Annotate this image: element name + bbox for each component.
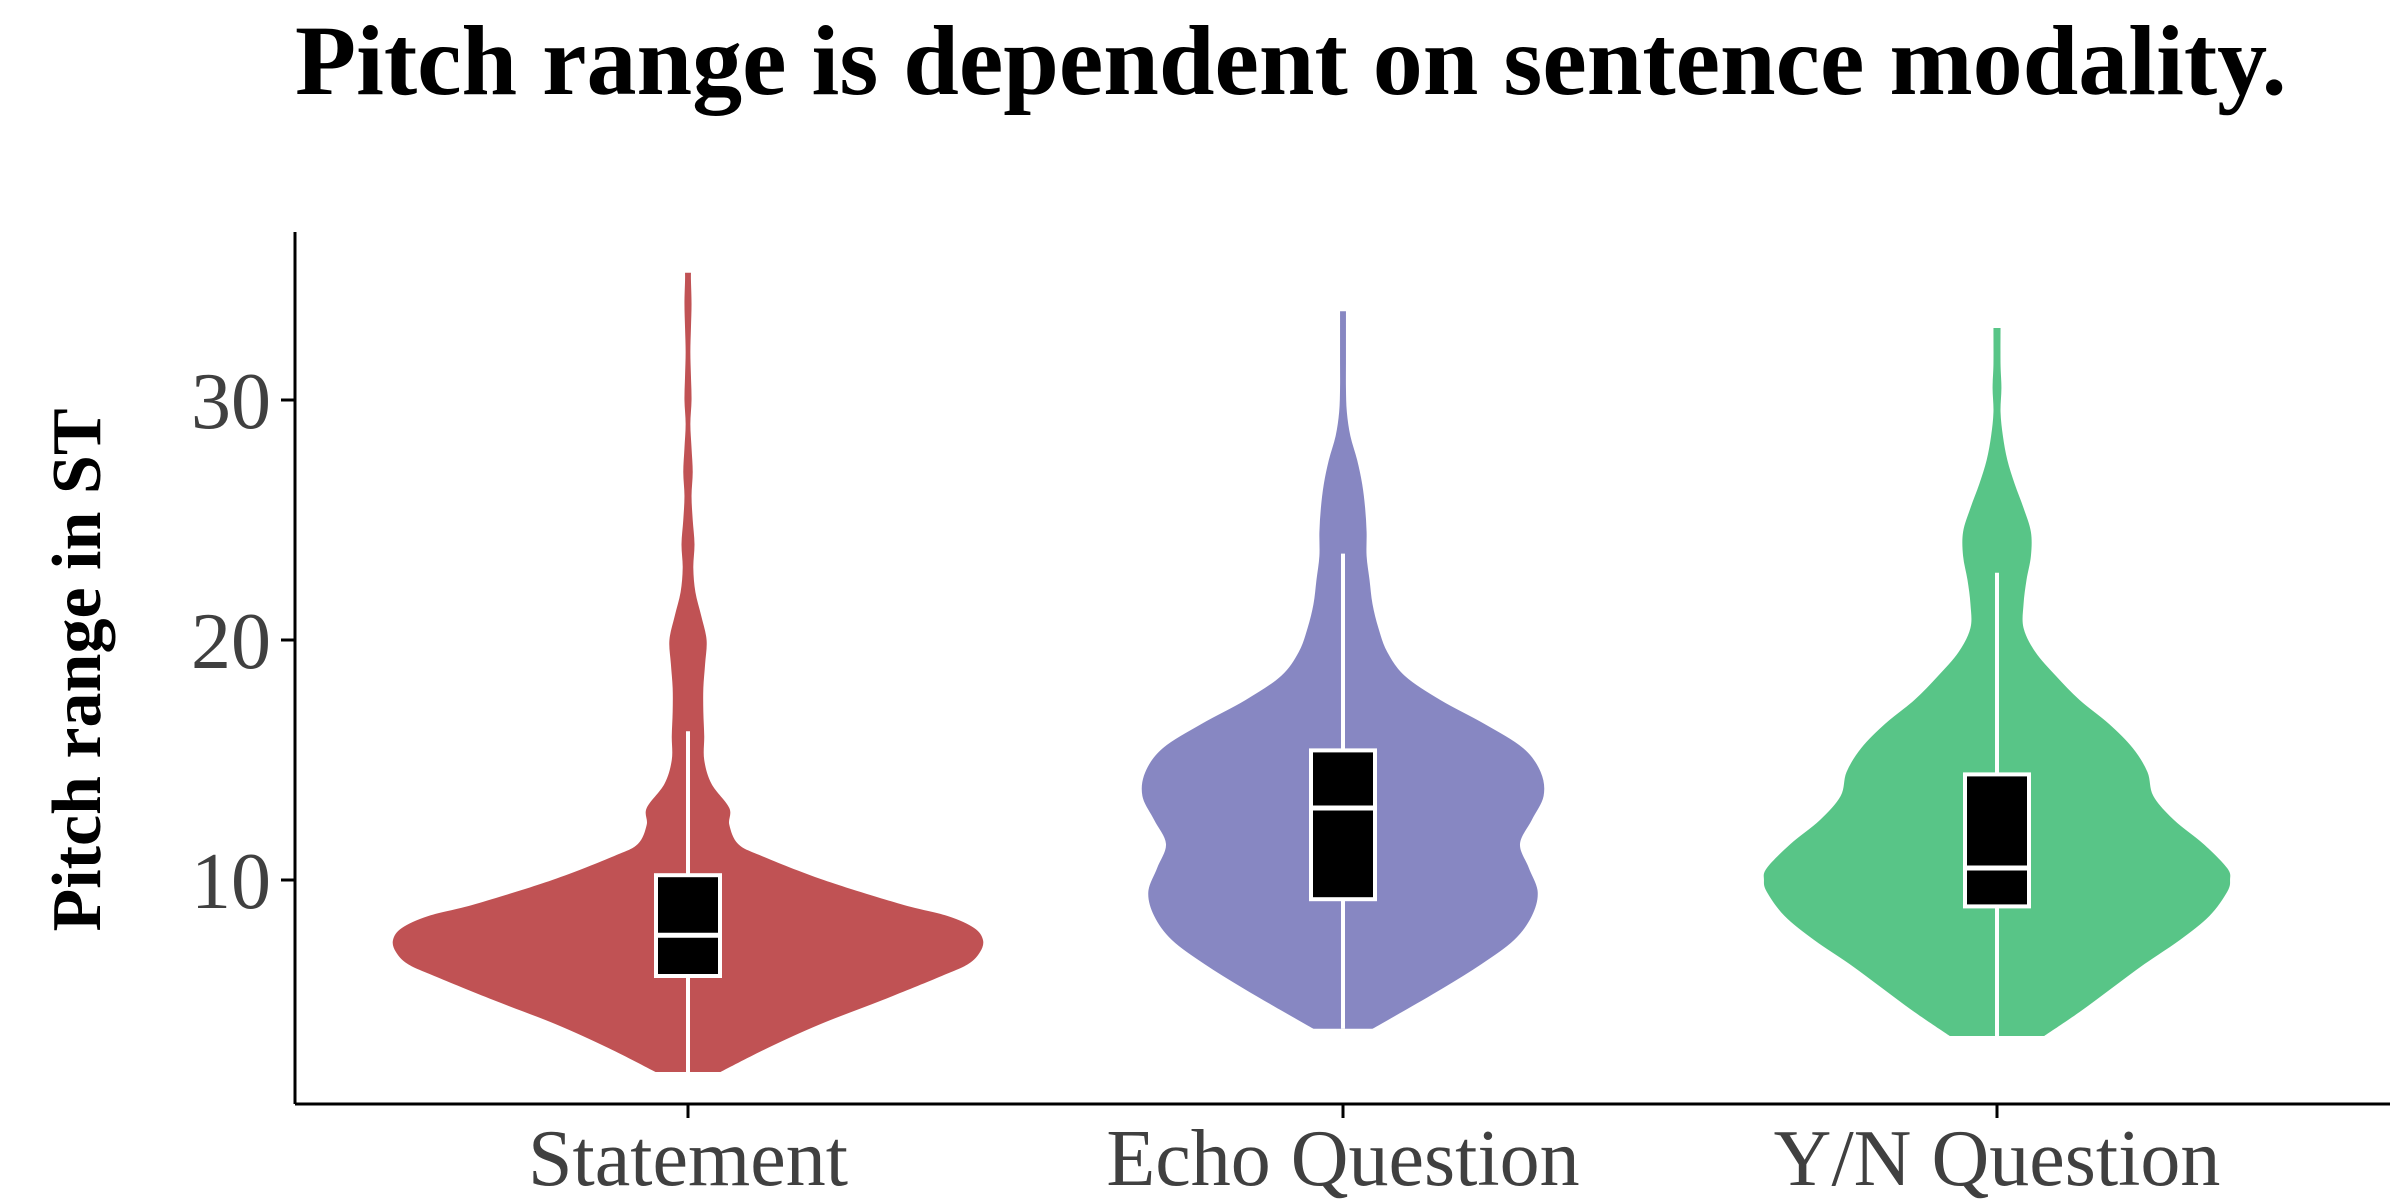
chart-title: Pitch range is dependent on sentence mod… — [295, 5, 2287, 116]
violin-statement — [392, 272, 984, 1072]
violins-layer — [392, 272, 2231, 1072]
x-tick-label-echo-question: Echo Question — [1106, 1115, 1579, 1200]
box-echo-question — [1309, 748, 1377, 902]
y-tick-label-10: 10 — [191, 838, 271, 926]
box-statement — [654, 873, 722, 979]
x-tick-label-y-n-question: Y/N Question — [1774, 1115, 2221, 1200]
axes-layer: Statement Echo Question Y/N Question 10 20 30 — [191, 232, 2390, 1200]
y-tick-label-20: 20 — [191, 598, 271, 686]
box-y-n-question — [1963, 772, 2031, 909]
y-tick-label-30: 30 — [191, 358, 271, 446]
x-tick-label-statement: Statement — [528, 1115, 848, 1200]
